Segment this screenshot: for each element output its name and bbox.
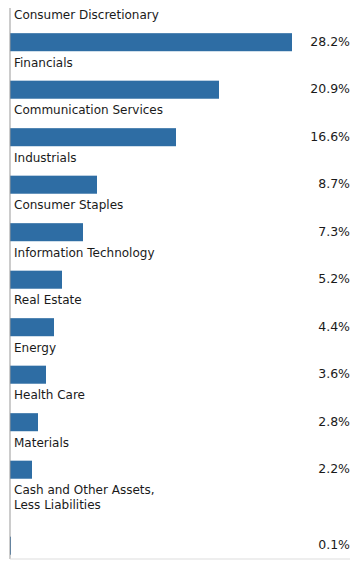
data-label: 4.4% xyxy=(318,319,350,334)
bar xyxy=(10,413,38,431)
category-label: Information Technology xyxy=(14,246,155,260)
category-label: Materials xyxy=(14,436,69,450)
category-label: Consumer Discretionary xyxy=(14,8,159,22)
chart: Consumer Discretionary 28.2% Financials 20.… xyxy=(0,0,360,567)
bar xyxy=(10,176,97,194)
bar xyxy=(10,223,83,241)
data-label: 16.6% xyxy=(310,129,350,144)
data-label: 7.3% xyxy=(318,224,350,239)
data-label: 2.8% xyxy=(318,414,350,429)
bar xyxy=(10,33,292,51)
category-label: Real Estate xyxy=(14,293,82,307)
data-label: 28.2% xyxy=(310,34,350,49)
axis-line xyxy=(10,8,11,559)
data-label: 8.7% xyxy=(318,176,350,191)
category-label: Cash and Other Assets,Less Liabilities xyxy=(14,483,155,512)
category-label: Health Care xyxy=(14,388,85,402)
category-label: Communication Services xyxy=(14,103,163,117)
labels: Consumer Discretionary 28.2% Financials 20.… xyxy=(14,8,350,552)
bar xyxy=(10,318,54,336)
data-label: 2.2% xyxy=(318,461,350,476)
bar xyxy=(10,461,32,479)
data-label: 0.1% xyxy=(318,537,350,552)
category-label: Energy xyxy=(14,341,56,355)
category-label: Consumer Staples xyxy=(14,198,123,212)
data-label: 3.6% xyxy=(318,366,350,381)
bar xyxy=(10,271,62,289)
bar xyxy=(10,128,176,146)
bar xyxy=(10,81,219,99)
bars xyxy=(10,33,292,555)
category-label: Industrials xyxy=(14,151,77,165)
data-label: 20.9% xyxy=(310,81,350,96)
category-label: Financials xyxy=(14,56,73,70)
data-label: 5.2% xyxy=(318,271,350,286)
axis-line xyxy=(10,559,350,560)
bar xyxy=(10,366,46,384)
